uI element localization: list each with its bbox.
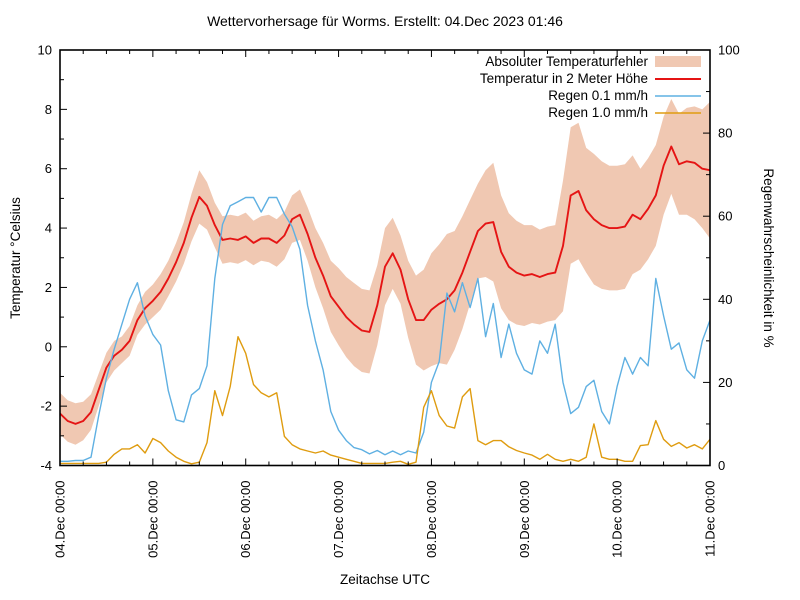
y-axis-left-label: Temperatur °Celsius	[8, 197, 23, 319]
legend-label-rain-01: Regen 0.1 mm/h	[548, 88, 648, 103]
plot-series-layer	[60, 99, 710, 465]
x-tick-label: 04.Dec 00:00	[53, 481, 68, 558]
y-left-tick-label: 0	[45, 339, 52, 354]
legend: Absoluter Temperaturfehler Temperatur in…	[480, 54, 701, 120]
chart-title: Wettervorhersage für Worms. Erstellt: 04…	[207, 13, 563, 29]
y-right-tick-label: 40	[718, 292, 732, 307]
legend-label-temperature-error: Absoluter Temperaturfehler	[485, 54, 648, 69]
y-left-tick-label: 10	[38, 43, 52, 58]
axis-tick-layer: 04.Dec 00:00 05.Dec 00:00 06.Dec 00:00 07.D…	[38, 43, 740, 558]
y-left-tick-label: 8	[45, 102, 52, 117]
x-tick-label: 09.Dec 00:00	[517, 481, 532, 558]
y-right-tick-label: 60	[718, 209, 732, 224]
x-tick-label: 07.Dec 00:00	[331, 481, 346, 558]
legend-item-temperature: Temperatur in 2 Meter Höhe	[480, 71, 701, 86]
rain-0.1-line	[60, 196, 710, 462]
legend-label-rain-10: Regen 1.0 mm/h	[548, 105, 648, 120]
rain-1.0-line	[60, 336, 710, 465]
y-left-tick-label: -2	[40, 399, 52, 414]
x-tick-label: 05.Dec 00:00	[145, 481, 160, 558]
error-band	[60, 99, 710, 445]
x-tick-label: 10.Dec 00:00	[610, 481, 625, 558]
plot-frame	[59, 49, 711, 467]
x-axis-label: Zeitachse UTC	[340, 572, 430, 587]
y-axis-right-label: Regenwahrscheinlichkeit in %	[761, 168, 776, 347]
legend-item-rain-10: Regen 1.0 mm/h	[548, 105, 701, 120]
temperature-line	[60, 145, 710, 425]
y-right-tick-label: 80	[718, 126, 732, 141]
y-right-tick-label: 20	[718, 375, 732, 390]
y-left-tick-label: 4	[45, 221, 52, 236]
legend-label-temperature: Temperatur in 2 Meter Höhe	[480, 71, 648, 86]
legend-item-temperature-error: Absoluter Temperaturfehler	[485, 54, 701, 69]
y-right-tick-label: 100	[718, 43, 740, 58]
y-left-tick-label: -4	[40, 458, 52, 473]
legend-item-rain-01: Regen 0.1 mm/h	[548, 88, 701, 103]
y-right-tick-label: 0	[718, 458, 725, 473]
x-tick-label: 08.Dec 00:00	[424, 481, 439, 558]
x-tick-label: 06.Dec 00:00	[238, 481, 253, 558]
y-left-tick-label: 6	[45, 161, 52, 176]
x-tick-label: 11.Dec 00:00	[703, 481, 718, 557]
y-left-tick-label: 2	[45, 280, 52, 295]
legend-swatch-band	[655, 56, 701, 67]
